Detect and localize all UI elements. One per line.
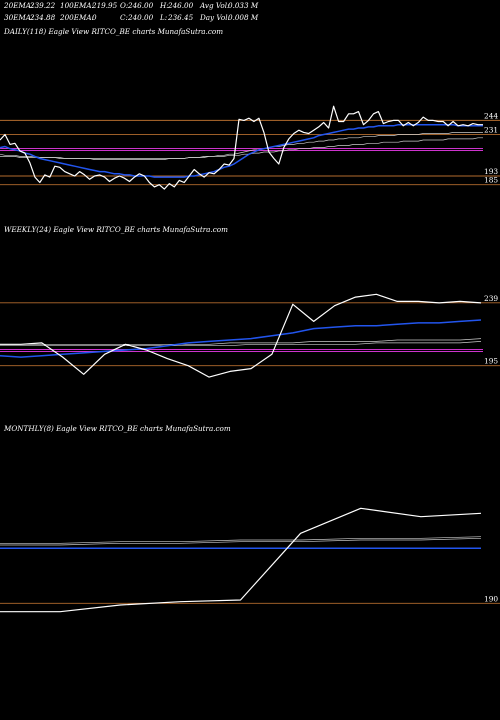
ema-slow-line [0, 338, 482, 345]
ema100-value: 219.95 [91, 1, 118, 10]
level-label-190: 190 [484, 594, 498, 603]
price-line [0, 293, 482, 378]
close-label: C: [120, 13, 128, 22]
high-value: 246.00 [167, 1, 194, 10]
ema20-value: 239.22 [29, 1, 56, 10]
ema30-value: 234.88 [29, 13, 56, 22]
low-label: L: [159, 13, 167, 22]
avg-vol-label: Avg Vol: [199, 1, 229, 10]
ema200-value: 0 [92, 13, 97, 22]
ema-slow2-line [0, 137, 483, 159]
level-label-195: 195 [484, 357, 498, 366]
ema-slow2-line [0, 536, 482, 544]
level-label-193: 193 [484, 167, 498, 176]
indicator-header: 20EMA: 239.22 100EMA: 219.95 O: 246.00 H… [3, 1, 259, 22]
open-value: 246.00 [127, 1, 154, 10]
level-label-239: 239 [484, 294, 498, 303]
avg-vol-value: 0.033 M [228, 1, 259, 10]
day-vol-value: 0.008 M [228, 13, 259, 22]
monthly-panel-title: MONTHLY(8) Eagle View RITCO_BE charts Mu… [3, 424, 231, 433]
price-line [0, 105, 483, 190]
low-value: 236.45 [167, 13, 194, 22]
day-vol-label: Day Vol: [199, 13, 230, 22]
ema20-label: 20EMA: [3, 1, 33, 10]
level-label-231: 231 [484, 126, 498, 135]
ema200-label: 200EMA: [59, 13, 94, 22]
close-value: 240.00 [127, 13, 154, 22]
weekly-panel: 239 195 [0, 293, 500, 378]
monthly-panel: 190 [0, 507, 500, 613]
ema-slow2-line [0, 341, 482, 347]
ema100-label: 100EMA: [60, 1, 94, 10]
level-label-185: 185 [484, 176, 498, 185]
ema-fast-line [0, 319, 482, 358]
ema-slow-line [0, 537, 482, 546]
ema30-label: 30EMA: [4, 13, 33, 22]
price-line [0, 507, 482, 613]
daily-panel-title: DAILY(118) Eagle View RITCO_BE charts Mu… [3, 27, 223, 36]
level-label-244: 244 [484, 111, 498, 120]
high-label: H: [159, 1, 169, 10]
weekly-panel-title: WEEKLY(24) Eagle View RITCO_BE charts Mu… [4, 225, 228, 234]
open-label: O: [120, 1, 128, 10]
